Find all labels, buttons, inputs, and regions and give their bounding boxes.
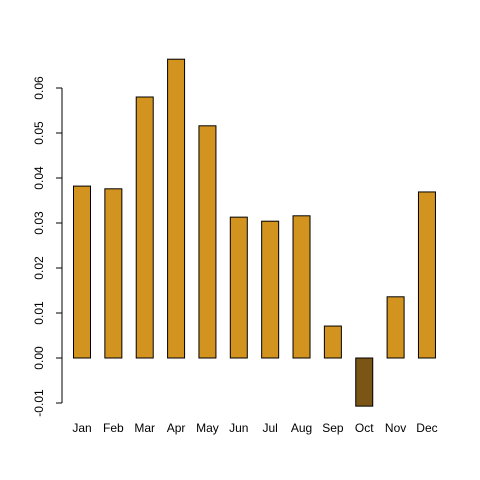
y-tick-label: 0.03 [32,211,46,235]
bar [261,220,280,359]
x-tick-label: Oct [355,421,374,435]
bar [292,215,311,359]
y-tick-label: -0.01 [32,389,46,417]
bar [417,191,436,359]
bar [229,216,248,359]
x-tick-label: Apr [167,421,186,435]
bar [167,58,186,359]
x-tick-label: Aug [291,421,312,435]
bar [198,125,217,359]
bar [104,188,123,359]
y-tick-label: 0.06 [32,76,46,100]
bar [135,96,154,359]
x-tick-label: Feb [103,421,124,435]
x-tick-label: Dec [416,421,437,435]
bar [386,296,405,359]
y-tick-label: 0.05 [32,121,46,145]
y-tick-label: 0.01 [32,301,46,325]
bar [355,357,374,407]
bar [323,325,342,359]
x-tick-label: Mar [134,421,155,435]
y-tick-label: 0.00 [32,346,46,370]
x-tick-label: Jan [72,421,91,435]
y-tick-label: 0.04 [32,166,46,190]
x-tick-label: Nov [385,421,406,435]
y-tick-label: 0.02 [32,256,46,280]
x-tick-label: Jun [229,421,248,435]
bar [73,185,91,359]
x-tick-label: May [196,421,219,435]
x-tick-label: Sep [322,421,344,435]
x-tick-label: Jul [262,421,277,435]
